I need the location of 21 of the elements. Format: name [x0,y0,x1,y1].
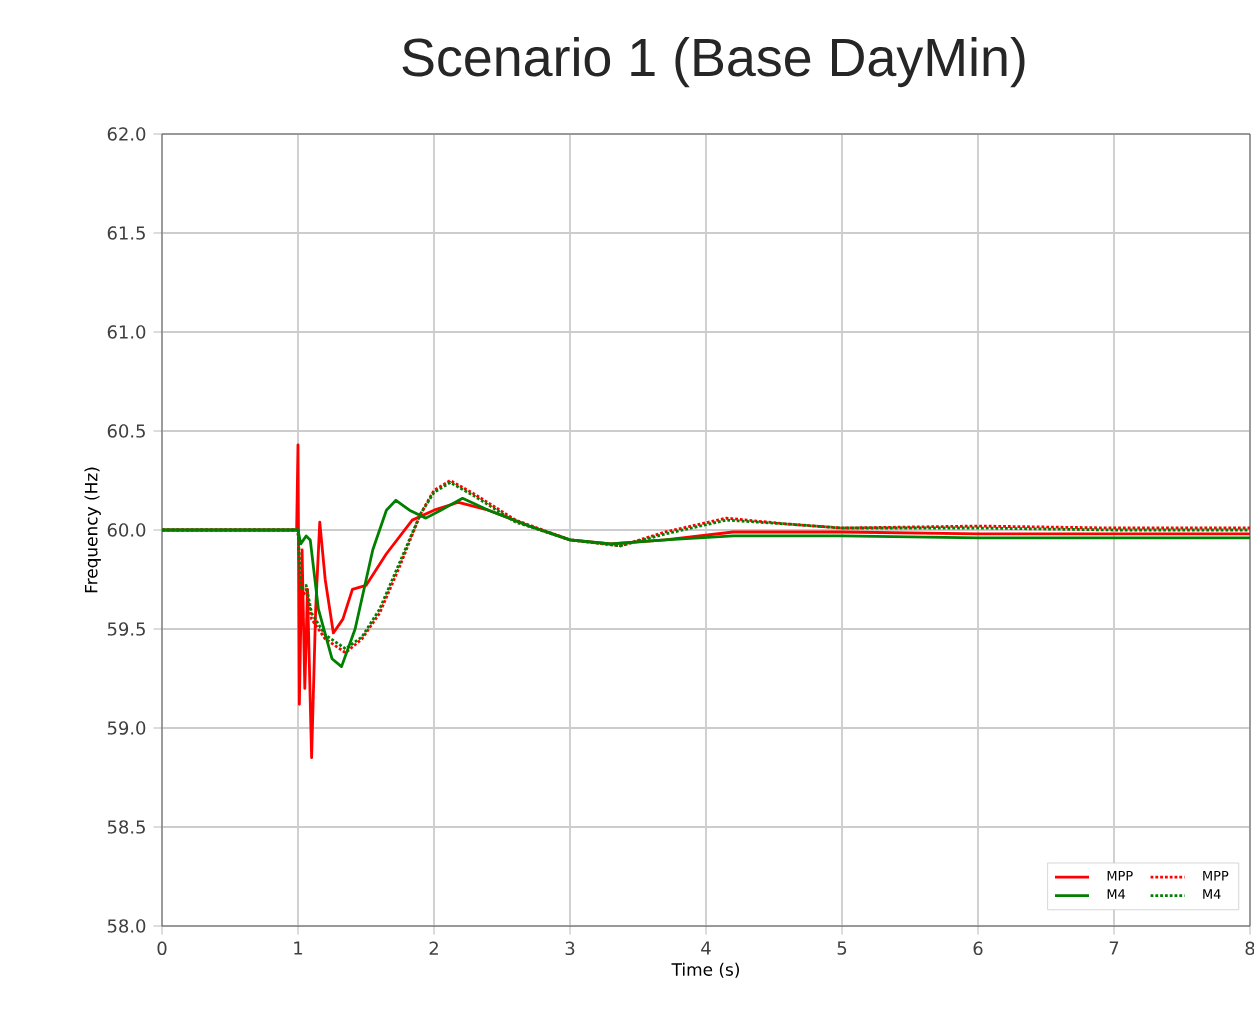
y-tick-label: 58.0 [107,919,146,933]
x-tick-label: 8 [1245,941,1254,956]
x-axis-title: Time (s) [671,962,739,978]
y-tick-label: 60.5 [107,424,145,438]
y-tick-label: 59.5 [107,622,145,636]
y-tick-label: 61.0 [107,325,146,339]
y-axis-title: Frequency (Hz) [84,467,101,593]
chart-title: Scenario 1 (Base DayMin) [402,36,1025,88]
x-tick-label: 3 [565,941,575,956]
x-tick-label: 6 [973,941,983,956]
x-tick-label: 4 [701,941,711,955]
y-tick-label: 58.5 [107,820,145,834]
y-tick-label: 62.0 [107,127,146,141]
x-tick-label: 2 [429,941,438,955]
x-tick-label: 5 [837,941,847,955]
y-tick-label: 61.5 [107,226,145,240]
y-tick-label: 60.0 [107,523,146,537]
x-tick-label: 7 [1109,941,1119,955]
y-tick-label: 59.0 [107,721,146,735]
x-tick-label: 1 [294,941,303,955]
x-tick-label: 0 [157,941,167,956]
